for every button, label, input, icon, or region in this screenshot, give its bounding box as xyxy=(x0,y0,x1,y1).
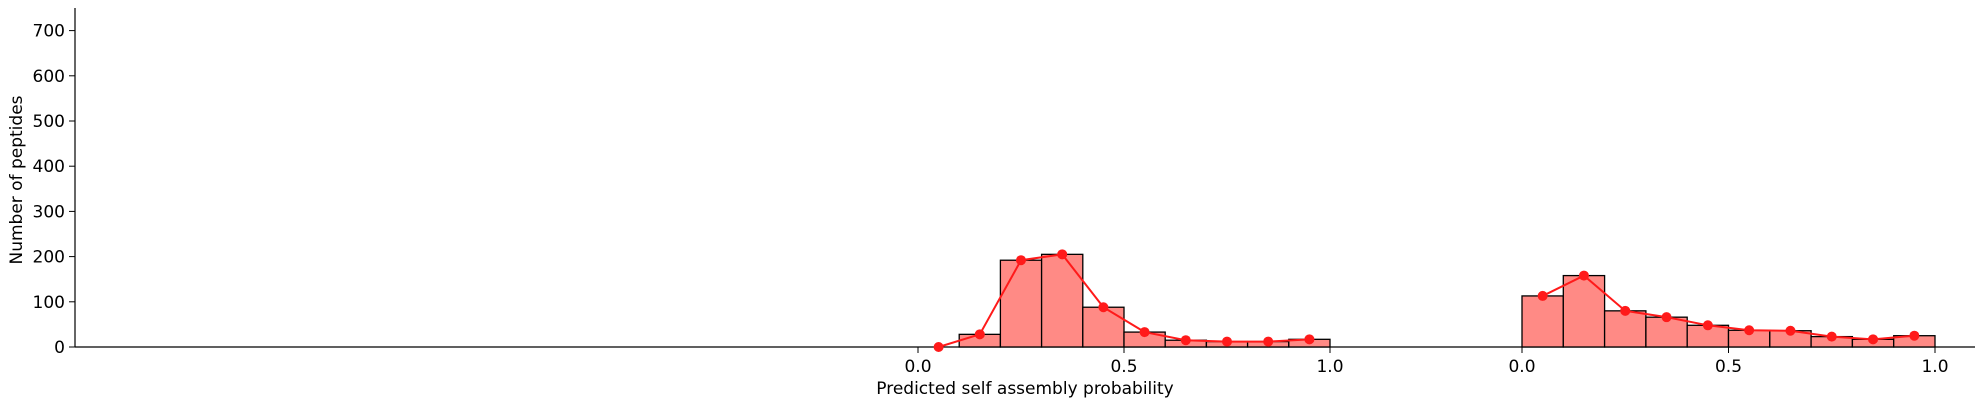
density-point xyxy=(1537,290,1548,301)
y-tick-label: 700 xyxy=(33,22,65,42)
density-point xyxy=(1057,249,1068,260)
density-point xyxy=(1785,325,1796,336)
x-tick-label: 0.5 xyxy=(1110,357,1137,377)
density-point xyxy=(1744,325,1755,336)
y-tick-label: 500 xyxy=(33,112,65,132)
density-point xyxy=(1016,255,1026,266)
density-line xyxy=(938,253,1310,348)
x-axis: 0.0 0.5 1.0 0.0 0.5 1.0 xyxy=(75,346,1975,377)
density-point xyxy=(1222,336,1232,347)
density-point xyxy=(1661,312,1672,323)
y-tick-label: 100 xyxy=(33,293,65,313)
x-axis-label: Predicted self assembly probability xyxy=(876,379,1173,399)
y-tick-label: 400 xyxy=(33,157,65,177)
y-axis: 0 100 200 300 400 500 600 700 xyxy=(33,8,76,358)
histogram-bar xyxy=(1562,274,1606,348)
density-point xyxy=(1578,270,1589,281)
x-tick-label: 0.0 xyxy=(1508,357,1535,377)
histogram-bar xyxy=(999,259,1043,348)
density-line-layer xyxy=(933,249,1920,352)
density-point xyxy=(1139,327,1150,338)
histogram-bar xyxy=(1603,310,1647,348)
density-point xyxy=(1620,305,1631,316)
y-tick-label: 300 xyxy=(33,202,65,222)
density-point xyxy=(1180,335,1191,346)
density-point xyxy=(1702,320,1713,331)
density-line xyxy=(1542,274,1915,341)
density-point xyxy=(1909,330,1920,341)
y-tick-label: 200 xyxy=(33,248,65,268)
x-tick-label: 1.0 xyxy=(1316,357,1343,377)
y-tick-label: 0 xyxy=(54,338,65,358)
y-axis-label: Number of peptides xyxy=(7,95,27,264)
x-tick-label: 1.0 xyxy=(1921,357,1948,377)
x-tick-label: 0.0 xyxy=(904,357,931,377)
density-point xyxy=(1826,331,1837,342)
x-tick-label: 0.5 xyxy=(1715,357,1742,377)
density-point xyxy=(1098,302,1109,313)
histogram-bar xyxy=(1040,253,1084,348)
density-point xyxy=(1868,334,1879,345)
y-tick-label: 600 xyxy=(33,67,65,87)
histogram-bar xyxy=(1082,306,1125,348)
density-point xyxy=(933,342,944,352)
density-point xyxy=(1304,334,1315,345)
histogram-bar xyxy=(1521,295,1564,348)
density-point xyxy=(974,329,985,340)
density-point xyxy=(1263,336,1274,347)
